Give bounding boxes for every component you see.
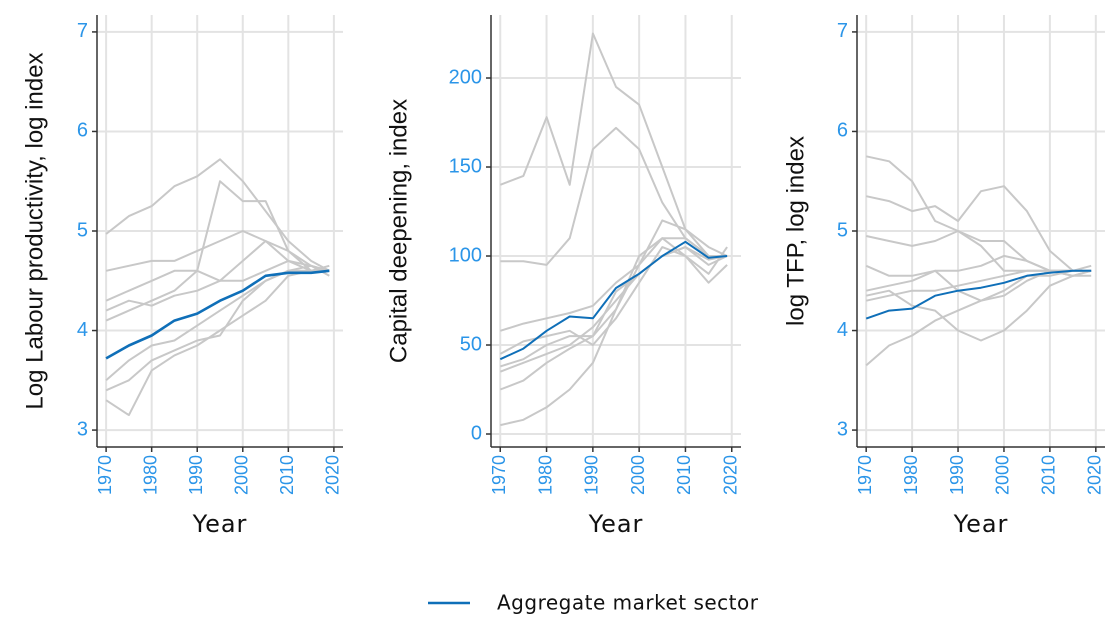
series-line [499,240,728,361]
x-axis-title: Year [588,510,644,538]
x-tick-label: 2000 [628,455,648,495]
y-tick-label: 5 [837,219,848,241]
x-tick-label: 2010 [674,455,694,495]
x-axis-title: Year [192,510,248,538]
y-tick-label: 5 [77,219,88,241]
x-tick-label: 2000 [993,455,1013,495]
x-tick-label: 1980 [901,455,921,495]
x-tick-label: 1990 [582,455,602,495]
x-axis-title: Year [953,510,1009,538]
series-line [105,158,330,272]
x-tick-label: 1970 [489,455,509,495]
series-line [500,246,728,368]
series-line [105,264,330,417]
x-tick-label: 1980 [535,455,555,495]
y-tick-label: 6 [77,120,88,142]
x-tick-label: 1970 [855,455,875,495]
y-tick-label: 3 [837,418,848,440]
series-line [499,32,728,257]
y-tick-label: 6 [837,120,848,142]
y-tick-label: 4 [77,319,88,341]
y-tick-label: 4 [837,319,848,341]
y-tick-label: 100 [449,244,482,266]
series-line [105,240,330,312]
x-tick-label: 1980 [140,455,160,495]
y-tick-label: 0 [471,422,482,444]
x-tick-label: 1990 [947,455,967,495]
x-tick-label: 1970 [95,455,115,495]
series-line [105,269,330,360]
y-tick-label: 150 [449,155,482,177]
series-line [865,230,1092,277]
x-tick-label: 2020 [1085,455,1105,495]
y-tick-label: 200 [449,66,482,88]
x-tick-label: 2010 [1039,455,1059,495]
series-line [499,219,728,391]
series-line [865,269,1092,342]
legend-label: Aggregate market sector [497,591,759,615]
series-line [500,237,728,332]
y-tick-label: 50 [460,333,482,355]
x-tick-label: 1990 [186,455,206,495]
y-tick-label: 3 [77,418,88,440]
x-tick-label: 2010 [277,455,297,495]
series-line [105,259,330,322]
x-tick-label: 2020 [323,455,343,495]
series-line [865,269,1092,302]
series-line [105,180,330,302]
series-line [865,269,1092,367]
series-line [105,264,330,392]
series-line [865,185,1092,272]
x-tick-label: 2000 [232,455,252,495]
series-line [105,269,330,382]
y-axis-title: log TFP, log index [782,136,809,326]
series-line [105,230,330,272]
y-axis-title: Capital deepening, index [385,99,412,363]
series-line [865,155,1092,272]
series-line [865,269,1092,320]
y-tick-label: 7 [77,20,88,42]
y-tick-label: 7 [837,20,848,42]
y-axis-title: Log Labour productivity, log index [21,52,48,409]
series-line [499,246,728,373]
series-line [500,237,728,427]
x-tick-label: 2020 [720,455,740,495]
